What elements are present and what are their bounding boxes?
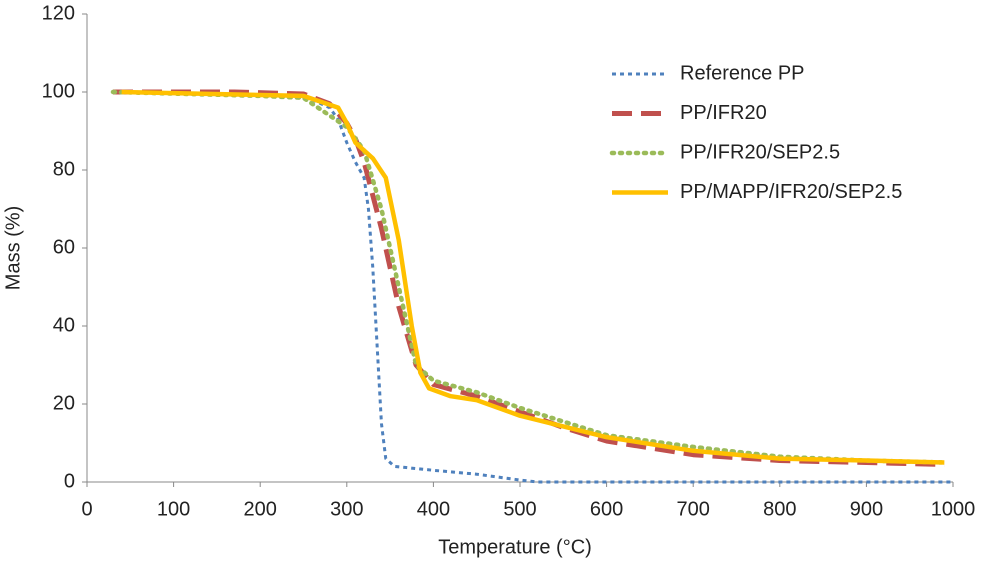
x-tick-label: 300 (330, 498, 363, 520)
x-tick-label: 200 (244, 498, 277, 520)
x-tick-label: 1000 (931, 498, 976, 520)
x-axis-title: Temperature (°C) (438, 536, 592, 558)
y-tick-label: 60 (53, 236, 75, 258)
legend-label: PP/IFR20 (680, 102, 767, 124)
series-line (121, 89, 945, 465)
series-line (112, 90, 953, 484)
legend-label: PP/MAPP/IFR20/SEP2.5 (680, 181, 902, 203)
x-tick-label: 0 (81, 498, 92, 520)
x-tick-label: 600 (590, 498, 623, 520)
legend-label: PP/IFR20/SEP2.5 (680, 141, 840, 163)
x-tick-label: 900 (850, 498, 883, 520)
y-tick-label: 0 (64, 470, 75, 492)
y-tick-label: 40 (53, 314, 75, 336)
y-tick-label: 100 (42, 80, 75, 102)
x-tick-label: 800 (763, 498, 796, 520)
series-line (110, 89, 947, 465)
y-axis-title: Mass (%) (2, 206, 24, 290)
x-tick-label: 700 (677, 498, 710, 520)
y-tick-label: 20 (53, 392, 75, 414)
x-tick-label: 100 (157, 498, 190, 520)
y-tick-label: 120 (42, 2, 75, 24)
legend-label: Reference PP (680, 62, 805, 84)
x-tick-label: 500 (503, 498, 536, 520)
x-tick-label: 400 (417, 498, 450, 520)
y-tick-label: 80 (53, 158, 75, 180)
